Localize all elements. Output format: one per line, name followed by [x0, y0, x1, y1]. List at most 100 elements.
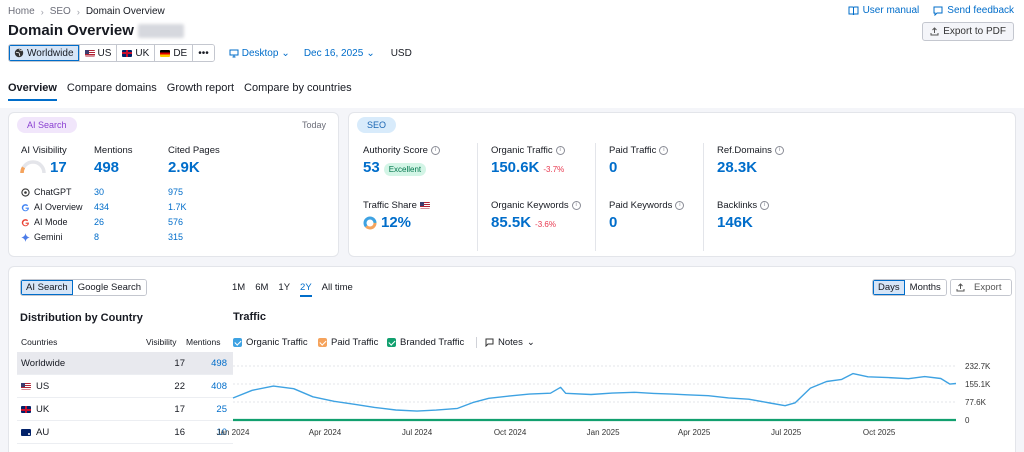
export-pdf-label: Export to PDF	[943, 26, 1006, 37]
date-label: Dec 16, 2025	[303, 47, 364, 59]
us-flag-icon	[21, 383, 31, 390]
cited-pages-label: Cited Pages	[168, 145, 220, 156]
currency-label: USD	[390, 47, 412, 59]
globe-icon	[14, 48, 24, 58]
divider	[703, 143, 704, 251]
toggle-days[interactable]: Days	[873, 280, 905, 295]
info-icon[interactable]: i	[430, 146, 440, 155]
date-dropdown[interactable]: Dec 16, 2025 ⌄	[304, 48, 375, 59]
toggle-ai-search[interactable]: AI Search	[21, 280, 73, 295]
info-icon[interactable]: i	[675, 201, 685, 210]
database-row: Worldwide US UK DE ••• Desktop ⌄ Dec 16,…	[8, 44, 412, 62]
organic-traffic-label: Organic Traffic i	[491, 145, 565, 156]
authority-score-label: Authority Score i	[363, 145, 440, 156]
ai-row-mentions[interactable]: 26	[94, 217, 105, 227]
db-de[interactable]: DE	[155, 45, 194, 61]
uk-flag-icon	[122, 49, 133, 57]
info-icon[interactable]: i	[571, 201, 581, 210]
ai-row-cited[interactable]: 315	[168, 232, 184, 242]
organic-traffic-value[interactable]: 150.6K -3.7%	[491, 159, 564, 176]
paid-keywords-value[interactable]: 0	[609, 214, 618, 231]
send-feedback-link[interactable]: Send feedback	[933, 5, 1014, 16]
au-flag-icon	[21, 429, 31, 436]
ai-search-card: AI Search Today AI Visibility 17 Mention…	[8, 112, 339, 257]
organic-keywords-text: Organic Keywords	[491, 200, 569, 211]
breadcrumb-seo[interactable]: SEO	[49, 6, 71, 17]
user-manual-link[interactable]: User manual	[848, 5, 920, 16]
mentions-value[interactable]: 498	[94, 159, 120, 176]
notes-dropdown[interactable]: Notes ⌄	[476, 337, 535, 348]
legend-branded[interactable]: Branded Traffic	[387, 337, 464, 348]
database-selector: Worldwide US UK DE •••	[8, 44, 215, 62]
page-title-text: Domain Overview	[8, 22, 134, 39]
tab-compare-by-countries[interactable]: Compare by countries	[244, 82, 352, 94]
period-2y[interactable]: 2Y	[300, 282, 312, 297]
ai-row-cited[interactable]: 975	[168, 187, 184, 197]
tab-overview[interactable]: Overview	[8, 82, 57, 101]
authority-score-value[interactable]: 53 Excellent	[363, 159, 427, 176]
ai-row-ai-mode: AI Mode	[21, 217, 68, 227]
traffic-share-label: Traffic Share	[363, 200, 430, 211]
backlinks-value[interactable]: 146K	[717, 214, 753, 231]
ai-row-label: AI Mode	[34, 217, 68, 227]
traffic-share-value[interactable]: 12%	[363, 214, 411, 231]
table-row[interactable]: US 22 408	[17, 375, 233, 398]
toggle-months[interactable]: Months	[904, 280, 946, 295]
blurred-domain	[137, 23, 184, 38]
period-6m[interactable]: 6M	[255, 282, 269, 293]
breadcrumb: Home › SEO › Domain Overview	[8, 6, 165, 17]
info-icon[interactable]: i	[760, 201, 770, 210]
legend-paid[interactable]: Paid Traffic	[318, 337, 378, 348]
ai-row-cited[interactable]: 1.7K	[168, 202, 187, 212]
page-title: Domain Overview	[8, 22, 184, 39]
cited-pages-value[interactable]: 2.9K	[168, 159, 200, 176]
country-mentions[interactable]: 25	[216, 404, 227, 415]
period-1m[interactable]: 1M	[232, 282, 246, 293]
ai-visibility-value[interactable]: 17	[50, 159, 67, 176]
tab-growth-report[interactable]: Growth report	[166, 82, 235, 94]
divider	[595, 143, 596, 251]
paid-traffic-text: Paid Traffic	[609, 145, 657, 156]
ref-domains-label: Ref.Domains i	[717, 145, 784, 156]
organic-keywords-value[interactable]: 85.5K -3.6%	[491, 214, 556, 231]
gemini-icon	[21, 232, 30, 242]
export-pdf-button[interactable]: Export to PDF	[922, 22, 1014, 41]
device-dropdown[interactable]: Desktop ⌄	[229, 48, 290, 59]
user-manual-label: User manual	[862, 5, 920, 16]
device-label: Desktop	[241, 47, 279, 59]
traffic-card: AI Search Google Search Distribution by …	[8, 266, 1016, 452]
ai-row-cited[interactable]: 576	[168, 217, 184, 227]
country-mentions[interactable]: 10	[216, 427, 227, 438]
period-all-time[interactable]: All time	[321, 282, 353, 293]
db-uk[interactable]: UK	[117, 45, 156, 61]
legend-organic[interactable]: Organic Traffic	[233, 337, 308, 348]
ai-row-mentions[interactable]: 30	[94, 187, 105, 197]
info-icon[interactable]: i	[659, 146, 669, 155]
toggle-google-search[interactable]: Google Search	[72, 280, 147, 295]
paid-traffic-value[interactable]: 0	[609, 159, 618, 176]
table-row[interactable]: Worldwide 17 498	[17, 352, 233, 375]
tab-compare-domains[interactable]: Compare domains	[66, 82, 157, 94]
export-button[interactable]: Export	[950, 279, 1013, 296]
country-name: US	[36, 381, 50, 392]
country-visibility: 22	[174, 381, 185, 392]
ai-row-mentions[interactable]: 8	[94, 232, 100, 242]
info-icon[interactable]: i	[555, 146, 565, 155]
db-worldwide[interactable]: Worldwide	[9, 45, 80, 61]
db-more-button[interactable]: •••	[193, 45, 214, 61]
organic-traffic-number: 150.6K	[491, 159, 540, 176]
ref-domains-value[interactable]: 28.3K	[717, 159, 758, 176]
db-us[interactable]: US	[79, 45, 118, 61]
col-mentions: Mentions	[186, 337, 221, 347]
country-mentions[interactable]: 498	[211, 358, 227, 369]
country-mentions[interactable]: 408	[211, 381, 227, 392]
table-row[interactable]: AU 16 10	[17, 421, 233, 444]
ai-row-mentions[interactable]: 434	[94, 202, 110, 212]
country-visibility: 17	[174, 358, 185, 369]
top-bar: Home › SEO › Domain Overview Domain Over…	[0, 0, 1024, 108]
period-1y[interactable]: 1Y	[278, 282, 291, 293]
info-icon[interactable]: i	[774, 146, 784, 155]
google-icon	[21, 203, 30, 211]
breadcrumb-home[interactable]: Home	[8, 6, 35, 17]
table-row[interactable]: UK 17 25	[17, 398, 233, 421]
